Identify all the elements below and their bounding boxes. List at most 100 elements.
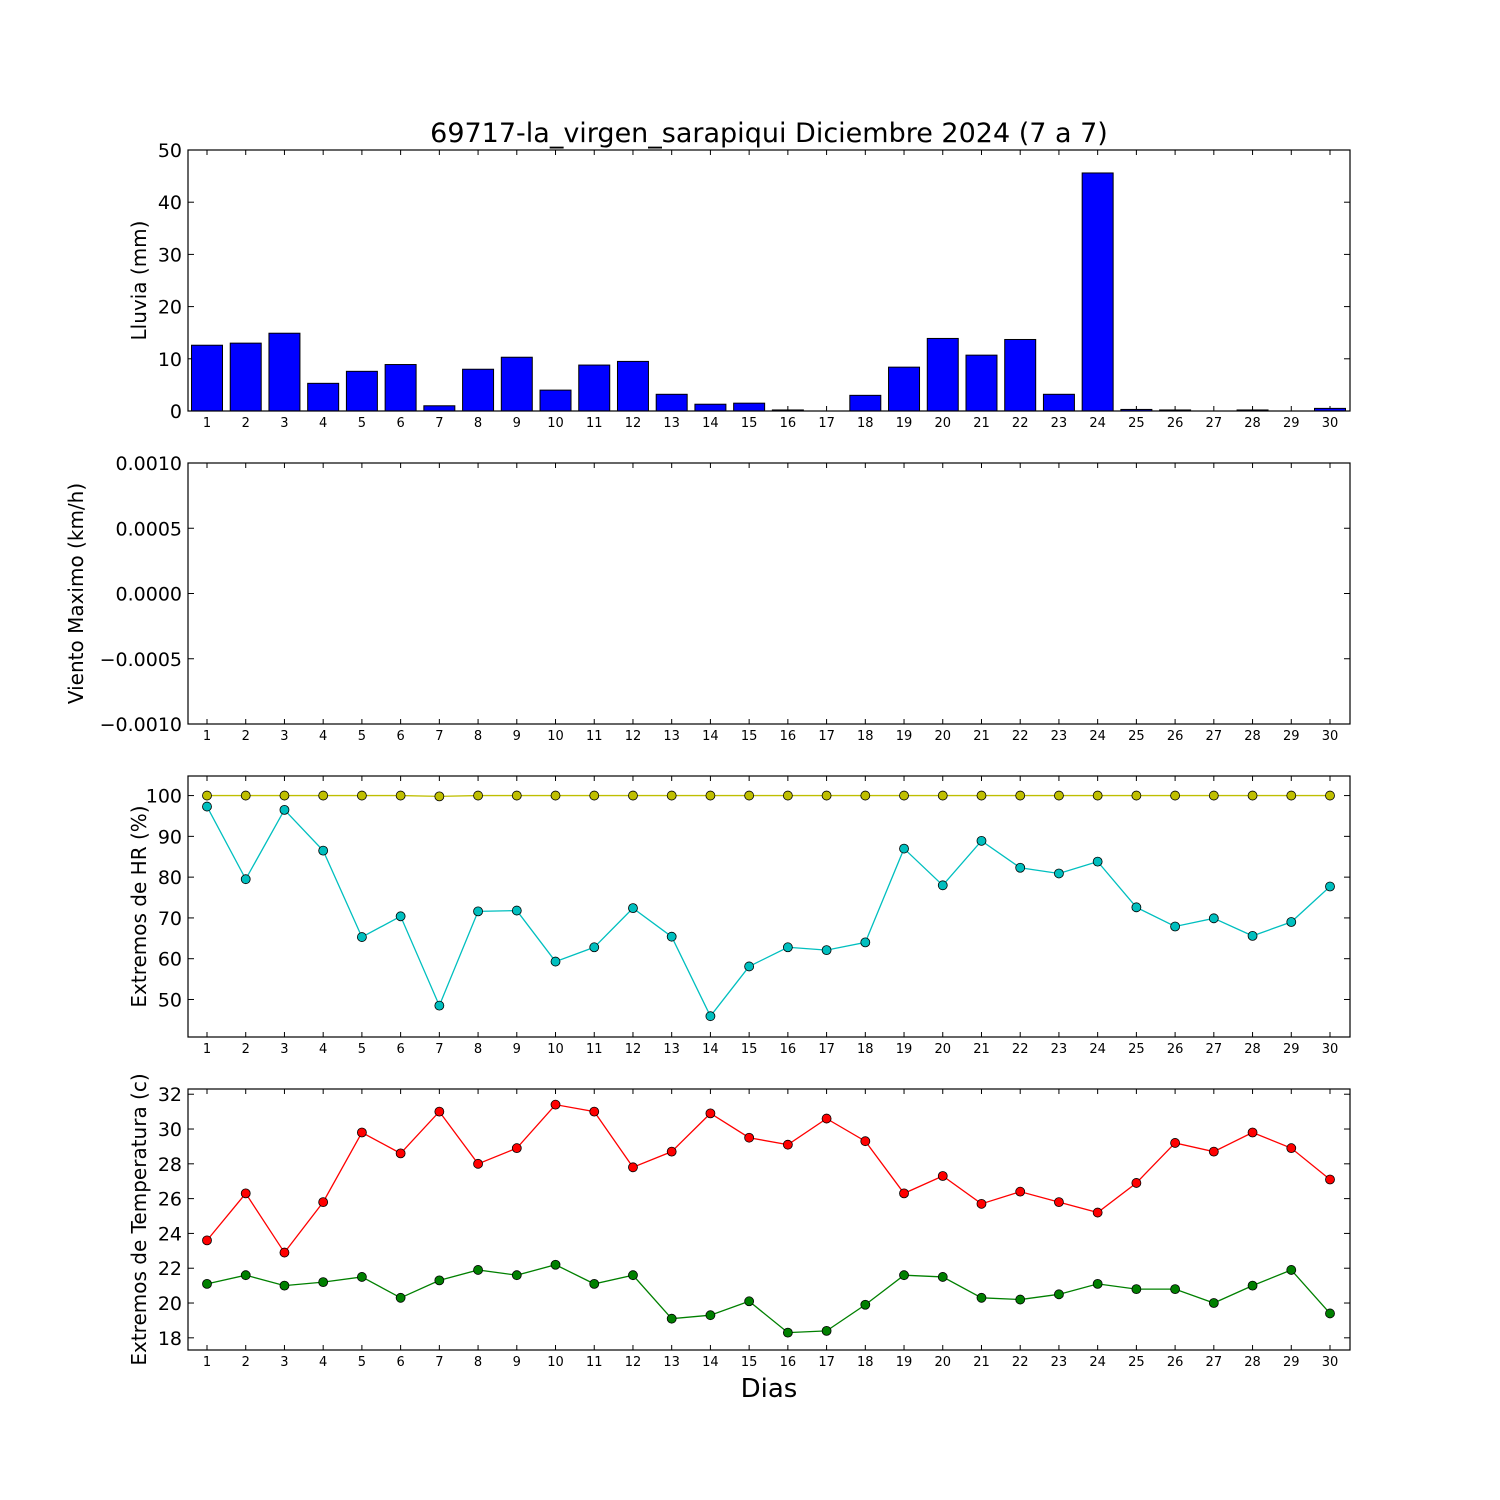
data-point xyxy=(744,1296,755,1307)
data-point xyxy=(356,932,367,942)
data-point xyxy=(1208,913,1219,924)
x-tick-label: 1 xyxy=(203,1355,211,1370)
data-point xyxy=(434,791,445,802)
x-axis-label: Dias xyxy=(741,1374,798,1404)
x-tick-label: 6 xyxy=(396,1355,404,1370)
data-point xyxy=(628,1162,638,1173)
data-point xyxy=(511,1143,522,1154)
x-tick-label: 12 xyxy=(625,1042,642,1057)
series-line xyxy=(206,1103,1331,1254)
y-tick-label: 32 xyxy=(158,1084,182,1106)
x-tick-label: 17 xyxy=(818,416,835,431)
x-tick-label: 18 xyxy=(857,729,874,744)
x-tick-label: 20 xyxy=(934,729,951,744)
x-tick-label: 20 xyxy=(934,1042,951,1057)
rain-bar xyxy=(191,344,223,412)
rain-bar xyxy=(926,337,959,412)
data-point xyxy=(1092,856,1103,867)
data-point xyxy=(1247,1127,1258,1138)
data-point xyxy=(1247,790,1258,801)
rain-bar xyxy=(849,394,882,412)
x-tick-label: 27 xyxy=(1206,1042,1223,1057)
rain-bar xyxy=(462,368,495,412)
x-tick-label: 8 xyxy=(474,729,482,744)
data-point xyxy=(1247,930,1258,941)
x-tick-label: 5 xyxy=(358,729,366,744)
data-point xyxy=(1131,1178,1142,1188)
data-point xyxy=(821,1113,832,1124)
y-tick-label: 28 xyxy=(158,1154,182,1176)
data-point xyxy=(899,1270,909,1281)
data-point xyxy=(782,1327,793,1338)
data-point xyxy=(318,845,329,856)
data-point xyxy=(1015,1186,1026,1197)
x-tick-label: 24 xyxy=(1089,1355,1106,1370)
data-point xyxy=(589,790,600,801)
data-point xyxy=(279,1247,290,1258)
y-tick-label: 20 xyxy=(158,1293,182,1315)
data-point xyxy=(589,1106,600,1117)
x-tick-label: 7 xyxy=(435,1355,443,1370)
x-tick-label: 23 xyxy=(1051,1355,1068,1370)
data-point xyxy=(1325,1174,1335,1185)
x-tick-label: 30 xyxy=(1322,1355,1339,1370)
x-tick-label: 6 xyxy=(396,729,404,744)
x-tick-label: 13 xyxy=(663,416,680,431)
x-tick-label: 13 xyxy=(663,1042,680,1057)
x-tick-label: 11 xyxy=(586,729,603,744)
data-point xyxy=(1092,1278,1103,1289)
x-tick-label: 8 xyxy=(474,416,482,431)
x-tick-label: 25 xyxy=(1128,416,1145,431)
x-tick-label: 26 xyxy=(1167,416,1184,431)
data-point xyxy=(937,790,948,801)
data-point xyxy=(279,804,290,815)
data-point xyxy=(744,790,755,801)
data-point xyxy=(279,1280,290,1291)
data-point xyxy=(202,801,212,812)
y-tick-label: 22 xyxy=(158,1258,182,1280)
rain-bar xyxy=(307,382,340,412)
y-tick-label: 18 xyxy=(158,1328,182,1350)
rain-bar xyxy=(1042,393,1075,412)
x-tick-label: 11 xyxy=(586,416,603,431)
data-point xyxy=(434,1275,445,1286)
x-tick-label: 26 xyxy=(1167,729,1184,744)
data-point xyxy=(395,1292,406,1303)
x-tick-label: 17 xyxy=(818,1355,835,1370)
humidity-axes-frame xyxy=(187,775,1351,1038)
x-tick-label: 1 xyxy=(203,729,211,744)
x-tick-label: 15 xyxy=(741,416,758,431)
data-point xyxy=(395,911,406,922)
x-tick-label: 10 xyxy=(547,729,564,744)
x-tick-label: 16 xyxy=(780,729,797,744)
data-point xyxy=(1015,790,1026,801)
x-tick-label: 16 xyxy=(780,416,797,431)
data-point xyxy=(666,1146,677,1157)
x-tick-label: 8 xyxy=(474,1355,482,1370)
x-tick-label: 17 xyxy=(818,1042,835,1057)
data-point xyxy=(705,1310,716,1321)
data-point xyxy=(937,1171,948,1181)
data-point xyxy=(705,790,716,801)
rain-y-axis-label: Lluvia (mm) xyxy=(127,221,151,341)
y-tick-label: 90 xyxy=(158,826,182,848)
x-tick-label: 19 xyxy=(896,729,913,744)
temperature-axes-frame xyxy=(187,1088,1351,1351)
x-tick-label: 8 xyxy=(474,1042,482,1057)
y-tick-label: 30 xyxy=(158,244,182,266)
y-tick-label: 0.0000 xyxy=(116,584,182,606)
x-tick-label: 5 xyxy=(358,1355,366,1370)
data-point xyxy=(202,1235,212,1246)
x-tick-label: 20 xyxy=(934,1355,951,1370)
data-point xyxy=(976,790,987,801)
data-point xyxy=(473,1158,483,1169)
x-tick-label: 28 xyxy=(1244,729,1261,744)
x-tick-label: 21 xyxy=(973,729,990,744)
data-point xyxy=(899,1188,909,1199)
data-point xyxy=(1054,1197,1064,1207)
data-point xyxy=(240,874,251,885)
x-tick-label: 9 xyxy=(513,1042,521,1057)
x-tick-label: 7 xyxy=(435,1042,443,1057)
